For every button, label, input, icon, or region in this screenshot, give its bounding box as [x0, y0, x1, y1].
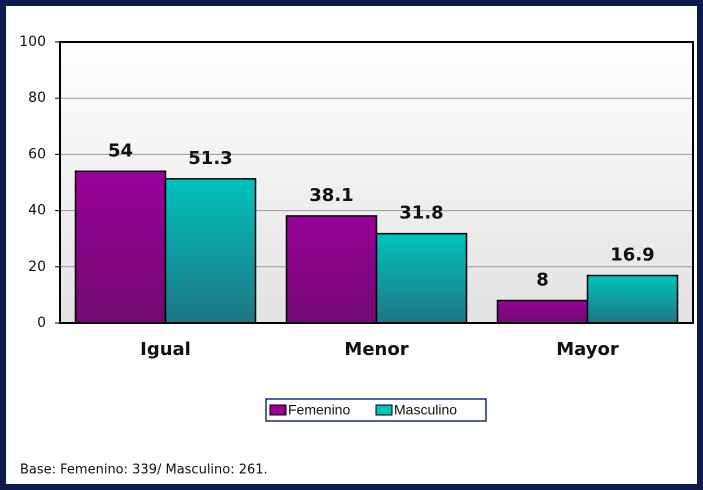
- data-label: 8: [536, 270, 549, 291]
- legend-label: Femenino: [288, 402, 350, 418]
- data-label: 54: [108, 140, 133, 161]
- data-label: 51.3: [188, 148, 232, 169]
- plot-border: [59, 41, 694, 324]
- bar: [285, 215, 378, 324]
- y-tick-label: 20: [28, 259, 46, 275]
- legend-label: Masculino: [394, 402, 457, 418]
- x-tick-label: Mayor: [556, 339, 619, 360]
- bar: [74, 170, 167, 324]
- bar: [496, 299, 589, 324]
- bar: [375, 232, 468, 324]
- y-tick-label: 0: [37, 315, 46, 331]
- bar: [586, 274, 679, 324]
- legend-swatch: [375, 404, 393, 416]
- x-tick-label: Menor: [344, 339, 408, 360]
- bar: [164, 178, 257, 324]
- y-tick-label: 40: [28, 203, 46, 219]
- legend-swatch: [269, 404, 287, 416]
- footnote: Base: Femenino: 339/ Masculino: 261.: [20, 463, 268, 478]
- data-label: 38.1: [309, 185, 353, 206]
- y-tick-label: 80: [28, 90, 46, 106]
- x-tick-label: Igual: [140, 339, 191, 360]
- y-tick-label: 60: [28, 146, 46, 162]
- y-tick-label: 100: [19, 34, 46, 50]
- data-label: 16.9: [610, 245, 654, 266]
- data-label: 31.8: [399, 203, 443, 224]
